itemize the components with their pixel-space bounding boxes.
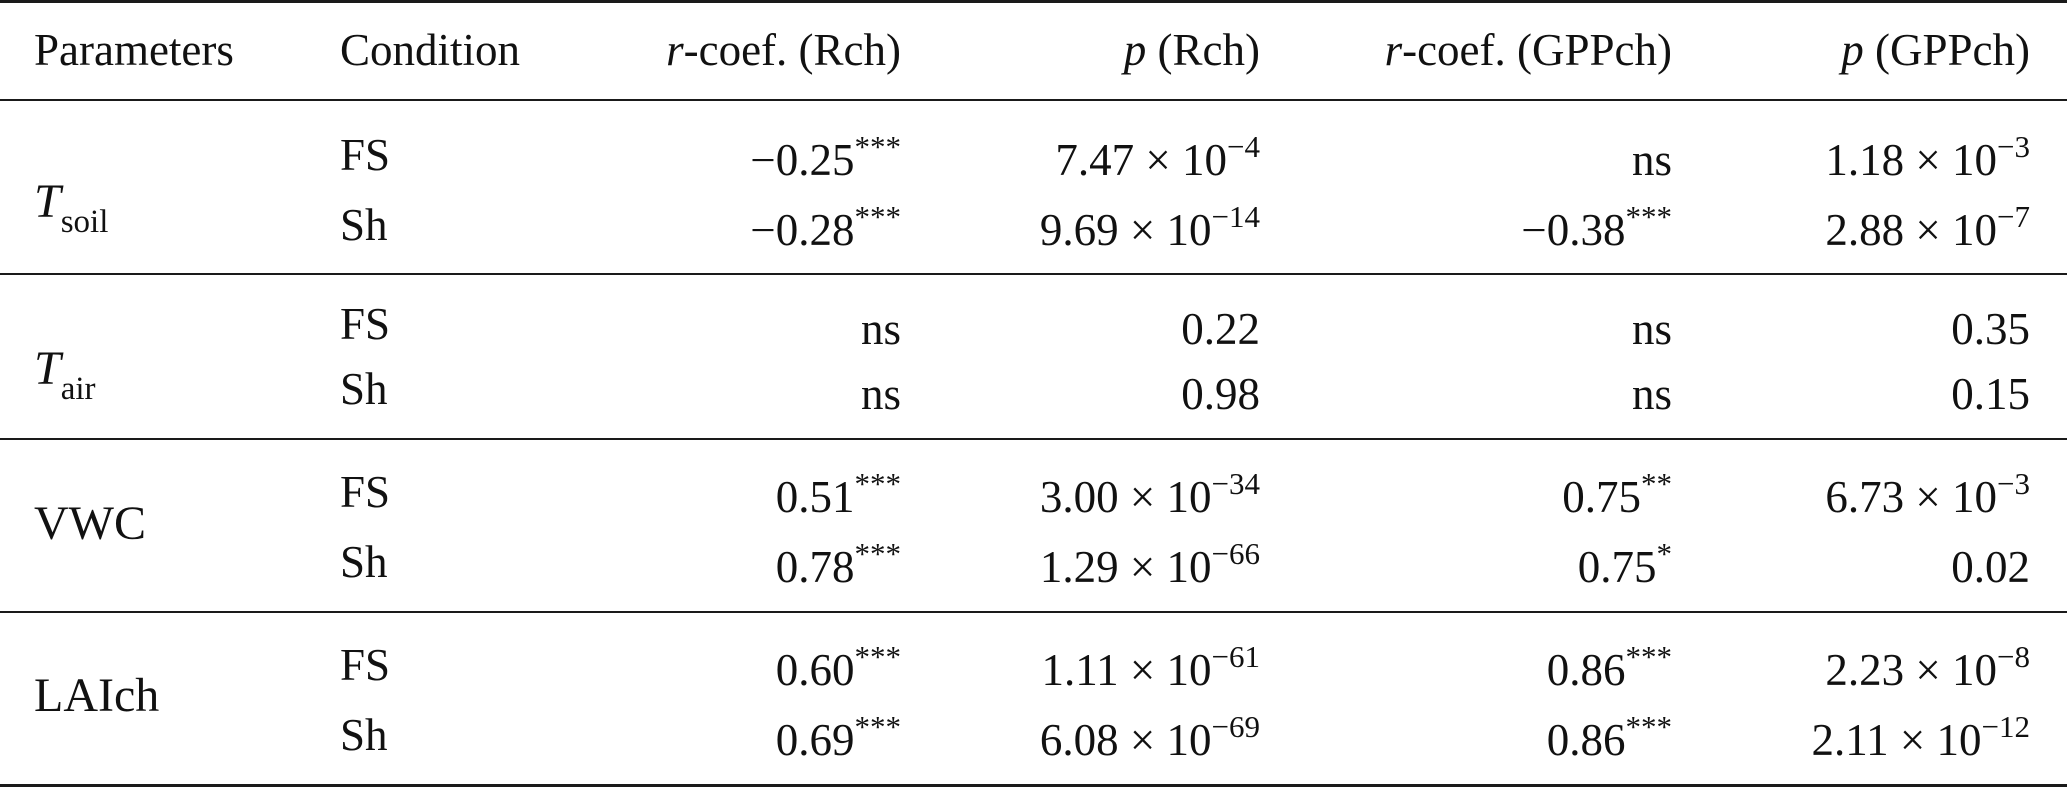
p-rch-cell: 6.08 × 10−69 — [1039, 709, 1260, 765]
condition-cell: Sh — [340, 537, 388, 587]
p-gpp-cell: 0.15 — [1951, 369, 2030, 419]
p-gpp-cell: 6.73 × 10−3 — [1825, 466, 2030, 522]
r-gpp-cell: 0.75** — [1562, 466, 1672, 522]
p-rch-cell: 9.69 × 10−14 — [1039, 199, 1260, 255]
r-rch-cell: 0.78*** — [775, 536, 901, 592]
r-rch-cell: 0.51*** — [775, 466, 901, 522]
header-rule — [0, 99, 2067, 101]
p-rch-cell: 0.22 — [1181, 304, 1260, 354]
p-rch-cell: 3.00 × 10−34 — [1039, 466, 1260, 522]
r-gpp-cell: −0.38*** — [1521, 199, 1672, 255]
header-p-gpp: p (GPPch) — [1841, 25, 2030, 75]
group-rule — [0, 611, 2067, 613]
param-label: LAIch — [34, 669, 160, 722]
p-gpp-cell: 0.35 — [1951, 304, 2030, 354]
p-gpp-cell: 0.02 — [1951, 542, 2030, 592]
r-gpp-cell: ns — [1631, 135, 1672, 185]
p-rch-cell: 1.29 × 10−66 — [1039, 536, 1260, 592]
r-rch-cell: ns — [860, 304, 901, 354]
group-rule — [0, 438, 2067, 440]
condition-cell: FS — [340, 130, 391, 180]
condition-cell: FS — [340, 299, 391, 349]
header-r-gpp: r-coef. (GPPch) — [1384, 25, 1672, 75]
p-gpp-cell: 2.88 × 10−7 — [1825, 199, 2030, 255]
param-label: VWC — [34, 497, 146, 550]
r-rch-cell: 0.69*** — [775, 709, 901, 765]
header-condition: Condition — [340, 25, 521, 75]
r-rch-cell: 0.60*** — [775, 639, 901, 695]
p-gpp-cell: 2.23 × 10−8 — [1825, 639, 2030, 695]
param-label: Tsoil — [34, 175, 109, 240]
r-rch-cell: ns — [860, 369, 901, 419]
condition-cell: FS — [340, 467, 391, 517]
r-gpp-cell: 0.86*** — [1546, 639, 1672, 695]
r-rch-cell: −0.25*** — [750, 129, 901, 185]
p-gpp-cell: 2.11 × 10−12 — [1811, 709, 2030, 765]
condition-cell: FS — [340, 640, 391, 690]
r-rch-cell: −0.28*** — [750, 199, 901, 255]
group-rule — [0, 273, 2067, 275]
header-p-rch: p (Rch) — [1123, 25, 1260, 75]
p-rch-cell: 7.47 × 10−4 — [1055, 129, 1260, 185]
r-gpp-cell: ns — [1631, 369, 1672, 419]
p-gpp-cell: 1.18 × 10−3 — [1825, 129, 2030, 185]
p-rch-cell: 0.98 — [1181, 369, 1260, 419]
r-gpp-cell: 0.75* — [1577, 536, 1672, 592]
r-gpp-cell: 0.86*** — [1546, 709, 1672, 765]
r-gpp-cell: ns — [1631, 304, 1672, 354]
top-rule — [0, 0, 2067, 3]
condition-cell: Sh — [340, 364, 388, 414]
condition-cell: Sh — [340, 710, 388, 760]
header-r-rch: r-coef. (Rch) — [666, 25, 901, 75]
header-parameters: Parameters — [34, 25, 234, 75]
bottom-rule — [0, 784, 2067, 787]
condition-cell: Sh — [340, 200, 388, 250]
p-rch-cell: 1.11 × 10−61 — [1041, 639, 1260, 695]
param-label: Tair — [34, 342, 96, 407]
